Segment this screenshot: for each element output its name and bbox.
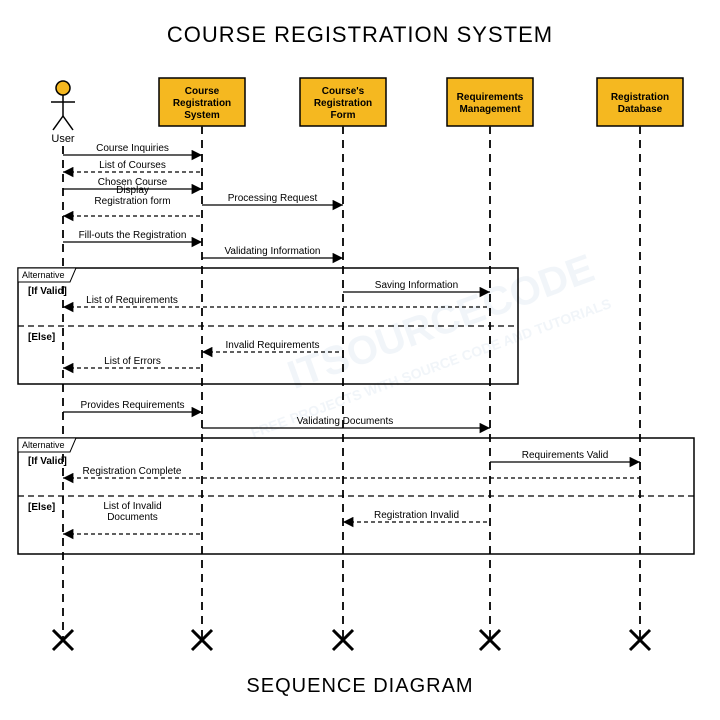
alt-tag: Alternative xyxy=(22,270,65,280)
message-label: Registration Complete xyxy=(83,466,182,477)
lifeline-label: Course xyxy=(185,86,220,97)
message-label: List of Requirements xyxy=(86,295,178,306)
actor-head-icon xyxy=(56,81,70,95)
message-label: Provides Requirements xyxy=(81,400,185,411)
message-label: Display xyxy=(116,185,149,196)
message-label: Registration form xyxy=(94,196,170,207)
sequence-diagram: UserCourseRegistrationSystemCourse'sRegi… xyxy=(0,0,720,720)
message-label: Documents xyxy=(107,512,158,523)
message-label: List of Courses xyxy=(99,160,166,171)
lifeline-label: Management xyxy=(459,104,521,115)
message-label: Processing Request xyxy=(228,193,318,204)
lifeline-label: Course's xyxy=(322,86,365,97)
message-label: List of Errors xyxy=(104,356,161,367)
lifeline-label: Requirements xyxy=(457,92,524,103)
lifeline-label: Form xyxy=(331,110,356,121)
lifeline-label: Registration xyxy=(611,92,669,103)
alt-guard: [Else] xyxy=(28,332,55,343)
message-label: Course Inquiries xyxy=(96,143,169,154)
message-label: Validating Documents xyxy=(297,416,394,427)
message-label: List of Invalid xyxy=(103,501,161,512)
message-label: Fill-outs the Registration xyxy=(79,230,187,241)
message-label: Invalid Requirements xyxy=(226,340,320,351)
lifeline-label: Registration xyxy=(173,98,231,109)
alt-guard: [Else] xyxy=(28,502,55,513)
alt-guard: [If Valid] xyxy=(28,456,67,467)
alt-guard: [If Valid] xyxy=(28,286,67,297)
lifeline-label: Database xyxy=(618,104,663,115)
alt-tag: Alternative xyxy=(22,440,65,450)
actor-label: User xyxy=(51,133,75,145)
lifeline-label: Registration xyxy=(314,98,372,109)
lifeline-label: System xyxy=(184,110,220,121)
terminate-icon xyxy=(53,630,73,650)
message-label: Validating Information xyxy=(225,246,321,257)
message-label: Requirements Valid xyxy=(522,450,609,461)
message-label: Registration Invalid xyxy=(374,510,459,521)
message-label: Saving Information xyxy=(375,280,458,291)
